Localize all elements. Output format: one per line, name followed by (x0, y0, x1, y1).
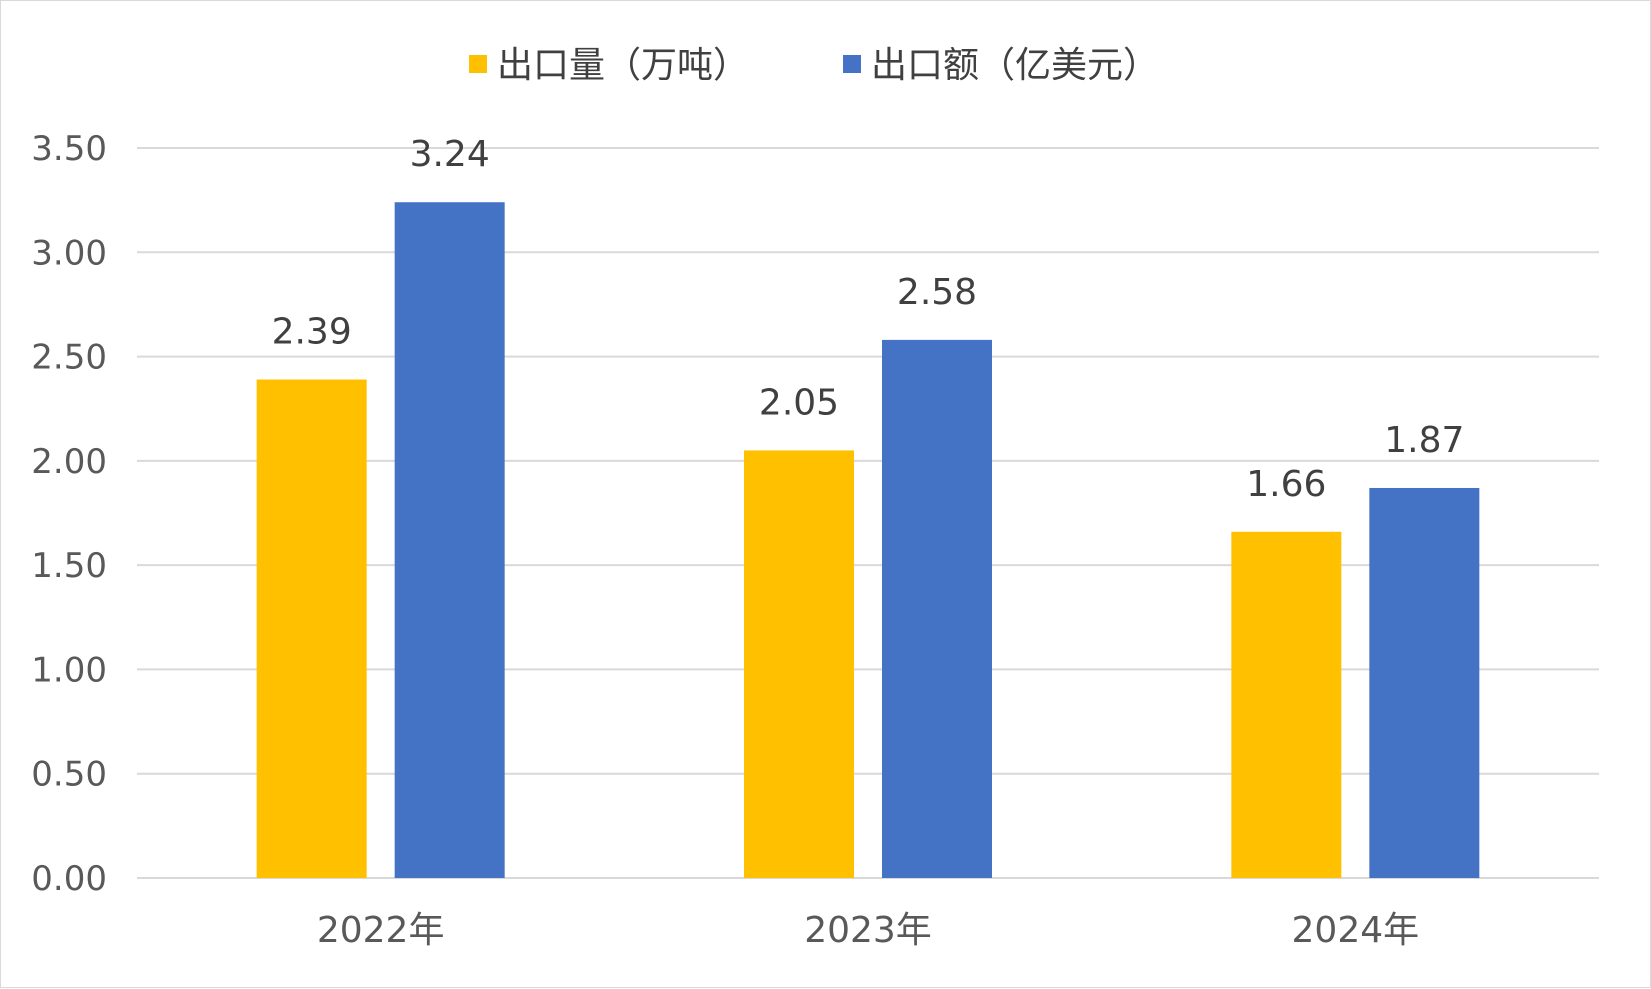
legend-swatch (843, 55, 861, 73)
legend-label: 出口量（万吨） (497, 45, 749, 86)
bar-export-value-2024 (1369, 487, 1480, 878)
x-category-label: 2023年 (804, 910, 932, 951)
data-label: 3.24 (410, 134, 490, 175)
data-label: 1.87 (1384, 420, 1464, 461)
y-tick-label: 1.50 (31, 546, 107, 586)
bar-export-value-2022 (394, 202, 505, 878)
gridlines (137, 147, 1599, 879)
y-tick-label: 0.50 (31, 755, 107, 795)
x-category-label: 2024年 (1292, 910, 1420, 951)
bar-export-volume-2023 (744, 450, 854, 878)
data-labels: 2.39 3.24 2.05 2.58 1.66 1.87 (272, 134, 1465, 505)
x-axis: 2022年 2023年 2024年 (317, 910, 1419, 951)
bar-export-volume-2024 (1231, 531, 1342, 878)
y-tick-label: 2.00 (31, 442, 107, 482)
y-tick-label: 0.00 (31, 859, 107, 899)
legend: 出口量（万吨） 出口额（亿美元） (469, 45, 1159, 86)
legend-swatch (469, 55, 487, 73)
y-tick-label: 3.00 (31, 233, 107, 273)
data-label: 1.66 (1246, 464, 1326, 505)
x-category-label: 2022年 (317, 910, 445, 951)
bars (256, 202, 1480, 878)
y-axis: 0.00 0.50 1.00 1.50 2.00 2.50 3.00 3.50 (31, 129, 107, 899)
bar-export-volume-2022 (256, 379, 367, 878)
y-tick-label: 2.50 (31, 338, 107, 378)
bar-export-value-2023 (882, 339, 992, 878)
data-label: 2.39 (272, 312, 352, 353)
y-tick-label: 1.00 (31, 650, 107, 690)
legend-label: 出口额（亿美元） (871, 45, 1159, 86)
data-label: 2.05 (759, 382, 839, 423)
data-label: 2.58 (897, 272, 977, 313)
y-tick-label: 3.50 (31, 129, 107, 169)
